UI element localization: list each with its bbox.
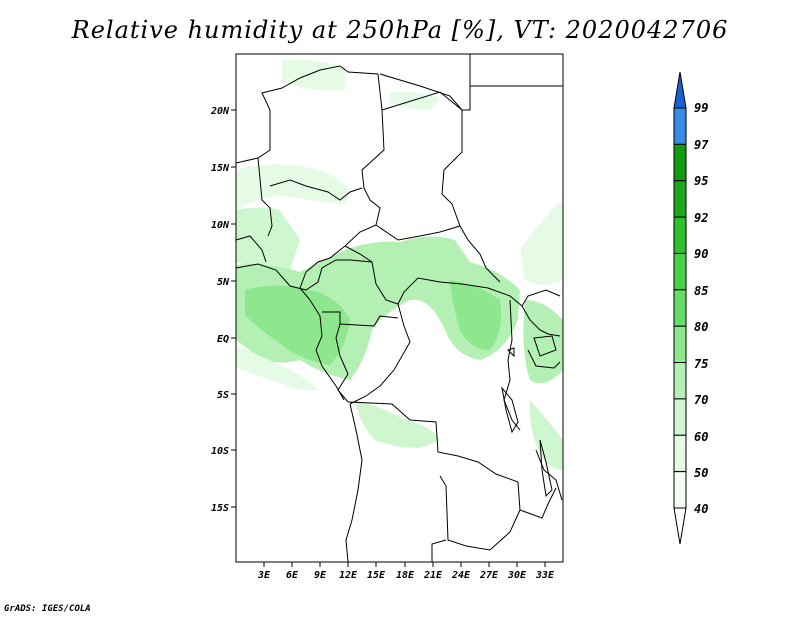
colorbar: 99 97 95 92 90 85 80 75 70 60 50 40	[673, 71, 709, 545]
colorbar-bottom-arrow	[673, 507, 687, 545]
colorbar-label: 40	[694, 502, 708, 516]
lon-label: 18E	[396, 570, 415, 581]
lon-label: 3E	[257, 570, 271, 581]
colorbar-segment	[673, 471, 687, 509]
latitude-axis: 20N 15N 10N 5N EQ 5S 10S 15S	[210, 106, 236, 514]
colorbar-label: 80	[694, 320, 708, 334]
colorbar-label: 97	[694, 138, 709, 152]
lon-label: 12E	[339, 570, 358, 581]
lat-label: 5S	[217, 390, 229, 401]
country-borders	[235, 54, 563, 563]
lon-label: 33E	[535, 570, 555, 581]
lon-label: 27E	[479, 570, 499, 581]
colorbar-label: 92	[694, 211, 708, 225]
colorbar-segment	[673, 216, 687, 254]
colorbar-label: 99	[694, 101, 708, 115]
lat-label: 10N	[211, 220, 230, 231]
grads-credit: GrADS: IGES/COLA	[4, 604, 91, 614]
colorbar-label: 90	[694, 247, 708, 261]
colorbar-segment	[673, 398, 687, 436]
colorbar-top-arrow	[673, 71, 687, 109]
lat-label: 15S	[211, 503, 229, 514]
map-title: Relative humidity at 250hPa [%], VT: 202…	[71, 16, 729, 44]
colorbar-label: 60	[694, 430, 708, 444]
colorbar-label: 70	[694, 393, 708, 407]
humidity-shading	[236, 59, 563, 470]
map-frame	[235, 53, 564, 563]
colorbar-segment	[673, 325, 687, 364]
colorbar-segment	[673, 362, 687, 400]
lat-label: 15N	[211, 163, 230, 174]
colorbar-segment	[673, 180, 687, 218]
colorbar-segment	[673, 107, 687, 145]
colorbar-segment	[673, 252, 687, 291]
lon-label: 30E	[507, 570, 527, 581]
colorbar-segment	[673, 289, 687, 327]
colorbar-segment	[673, 143, 687, 182]
lakes	[501, 335, 557, 498]
lat-label: EQ	[217, 334, 229, 345]
colorbar-label: 95	[694, 174, 708, 188]
colorbar-label: 75	[694, 357, 708, 371]
lon-label: 9E	[314, 570, 327, 581]
colorbar-label: 50	[694, 466, 708, 480]
lat-label: 10S	[211, 446, 229, 457]
lat-label: 5N	[217, 277, 230, 288]
lon-label: 24E	[451, 570, 471, 581]
colorbar-segment	[673, 434, 687, 473]
lon-label: 21E	[423, 570, 443, 581]
lon-label: 15E	[367, 570, 386, 581]
longitude-axis: 3E 6E 9E 12E 15E 18E 21E 24E 27E 30E 33E	[257, 562, 555, 581]
colorbar-label: 85	[694, 284, 708, 298]
lon-label: 6E	[286, 570, 299, 581]
lat-label: 20N	[210, 106, 230, 117]
